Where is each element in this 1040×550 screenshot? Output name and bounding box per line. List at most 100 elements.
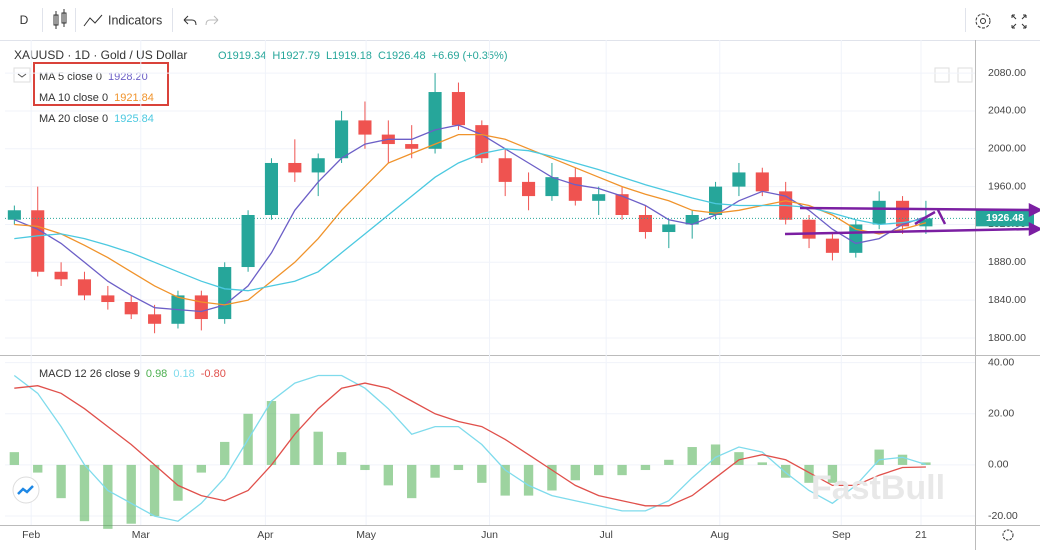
candle-body (732, 172, 746, 187)
histogram-bar (734, 452, 744, 465)
histogram-bar (103, 464, 113, 529)
legend-value: 0.98 (146, 368, 167, 380)
histogram-bar (921, 462, 931, 465)
indicators-icon[interactable] (83, 14, 103, 27)
y-tick-label: 1800.00 (988, 332, 1026, 344)
legend: XAUUSD · 1D · Gold / US Dollar O1919.34 H1… (14, 48, 508, 380)
histogram-bar (9, 452, 20, 465)
collapse-button[interactable] (13, 67, 31, 83)
legend-value: 1921.84 (114, 92, 154, 104)
undo-button[interactable] (183, 15, 197, 26)
histogram-bar (781, 464, 791, 478)
last-price-box (976, 210, 1034, 227)
candle-body (335, 120, 349, 159)
candle-body (101, 295, 115, 303)
legend-value: -0.80 (201, 368, 226, 380)
histogram-bar (594, 464, 604, 476)
candle-body (241, 215, 255, 268)
x-tick-label: Jul (599, 529, 612, 541)
candle-body (498, 158, 512, 182)
candle-body (428, 92, 442, 149)
legend-value: 0.18 (173, 368, 194, 380)
x-tick-label: 21 (915, 529, 927, 541)
y-tick-label: 2080.00 (988, 67, 1026, 79)
settings-button[interactable] (975, 13, 991, 29)
highlight-box (33, 62, 169, 106)
candle-body (124, 302, 138, 315)
candle-body (405, 144, 419, 149)
histogram-bar (640, 464, 651, 471)
indicator-line (14, 382, 926, 507)
candle-body (148, 314, 162, 324)
histogram-bar (664, 459, 674, 465)
histogram-bar (149, 464, 160, 517)
histogram-bar (547, 464, 557, 491)
candle-body (77, 279, 92, 296)
y-tick-label: -20.00 (988, 510, 1018, 522)
candle-body (662, 224, 676, 233)
channel-drawing (784, 202, 1040, 237)
y-tick-label: 2040.00 (988, 105, 1026, 117)
candle-body (288, 162, 302, 173)
collapse-icon (17, 73, 27, 78)
x-tick-label: Apr (257, 529, 274, 541)
logo-icon (17, 485, 34, 495)
candle-body (311, 158, 325, 173)
candle-body (218, 267, 232, 320)
ohlc-value: C1926.48 (378, 50, 426, 62)
histogram-bar (897, 454, 908, 465)
candle-body (872, 200, 886, 225)
redo-button[interactable] (205, 15, 219, 26)
candle-body (451, 92, 465, 126)
candle-body (919, 218, 933, 227)
candle-body (615, 194, 629, 215)
y-tick-label: 2000.00 (988, 143, 1026, 155)
chart-type-button[interactable] (53, 9, 67, 29)
ohlc-value: L1919.18 (326, 50, 372, 62)
macd-title: MACD 12 26 close 9 (39, 368, 140, 380)
histogram-bar (874, 449, 884, 465)
histogram-bar (290, 413, 300, 465)
histogram-bar (804, 464, 814, 483)
indicator-line (14, 124, 927, 313)
x-tick-label: Aug (710, 529, 729, 541)
x-tick-label: May (356, 529, 377, 541)
histogram-bar (79, 464, 90, 522)
scroll-button[interactable] (934, 67, 950, 83)
histogram-bar (407, 464, 417, 499)
histogram-bar (220, 441, 230, 465)
settings-corner[interactable] (1002, 529, 1014, 541)
candle-body (895, 200, 910, 227)
x-tick-label: Jun (481, 529, 498, 541)
fullscreen-button[interactable] (1011, 14, 1027, 29)
indicators-button[interactable]: Indicators (108, 13, 162, 27)
x-tick-label: Mar (132, 529, 151, 541)
indicator-line (14, 133, 927, 306)
plot: 1800.001840.001880.001920.001960.002000.… (5, 40, 1034, 541)
legend-label: MA 5 close 0 (39, 71, 102, 83)
maximize-button[interactable] (957, 67, 973, 83)
histogram-bar (710, 444, 721, 465)
interval-button[interactable]: D (20, 13, 29, 27)
histogram-bar (827, 464, 838, 483)
histogram-bar (383, 464, 393, 486)
histogram-bar (173, 464, 183, 501)
ohlc-value: O1919.34 (218, 50, 266, 62)
histogram-bar (617, 464, 627, 476)
x-tick-label: Feb (22, 529, 40, 541)
candle-body (685, 215, 699, 225)
histogram-bar (757, 462, 767, 465)
candle-body (31, 210, 45, 272)
histogram-bar (360, 464, 370, 471)
legend-label: MA 10 close 0 (39, 92, 108, 104)
candle-body (592, 194, 606, 201)
histogram-bar (430, 464, 440, 478)
histogram-bar (523, 464, 534, 496)
ohlc-value: H1927.79 (272, 50, 320, 62)
indicator-line (13, 374, 927, 522)
candle-body (802, 219, 816, 239)
histogram-bar (313, 431, 323, 465)
